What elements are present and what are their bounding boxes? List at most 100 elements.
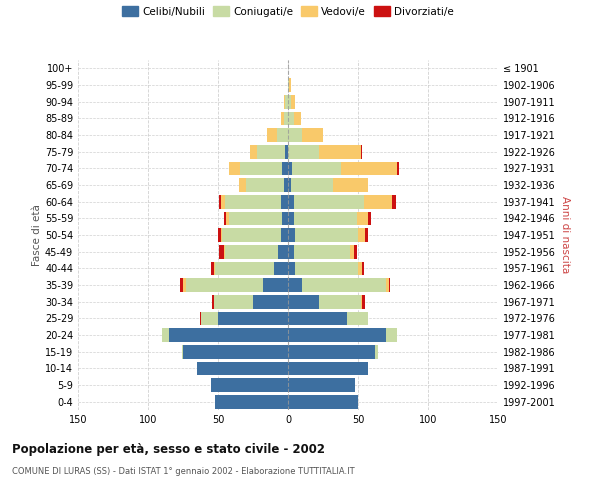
Bar (288, 245, 293, 258)
Bar (221, 228, 222, 242)
Bar (250, 145, 257, 158)
Bar (182, 345, 183, 358)
Bar (319, 295, 361, 308)
Bar (386, 328, 397, 342)
Bar (288, 295, 319, 308)
Bar (350, 245, 354, 258)
Bar (293, 212, 356, 225)
Bar (169, 328, 288, 342)
Bar (186, 278, 263, 292)
Bar (302, 278, 386, 292)
Bar (341, 162, 397, 175)
Bar (288, 195, 293, 208)
Bar (288, 278, 302, 292)
Bar (225, 245, 278, 258)
Bar (285, 95, 288, 108)
Bar (284, 178, 288, 192)
Bar (222, 228, 281, 242)
Text: Popolazione per età, sesso e stato civile - 2002: Popolazione per età, sesso e stato civil… (12, 442, 325, 456)
Bar (283, 212, 288, 225)
Bar (241, 162, 283, 175)
Bar (288, 95, 291, 108)
Bar (397, 162, 398, 175)
Bar (375, 345, 377, 358)
Bar (288, 262, 295, 275)
Bar (281, 112, 284, 125)
Bar (361, 295, 362, 308)
Y-axis label: Fasce di età: Fasce di età (32, 204, 42, 266)
Bar (212, 295, 214, 308)
Legend: Celibi/Nubili, Coniugati/e, Vedovi/e, Divorziati/e: Celibi/Nubili, Coniugati/e, Vedovi/e, Di… (118, 2, 458, 21)
Bar (288, 78, 289, 92)
Bar (274, 262, 288, 275)
Bar (358, 228, 365, 242)
Bar (226, 212, 229, 225)
Bar (214, 295, 253, 308)
Bar (362, 262, 364, 275)
Bar (211, 378, 288, 392)
Bar (288, 162, 292, 175)
Bar (229, 212, 283, 225)
Bar (368, 212, 371, 225)
Bar (283, 162, 288, 175)
Bar (224, 212, 226, 225)
Bar (267, 128, 277, 142)
Bar (354, 245, 356, 258)
Bar (215, 395, 288, 408)
Bar (356, 212, 368, 225)
Bar (361, 145, 362, 158)
Bar (289, 78, 291, 92)
Bar (221, 195, 225, 208)
Bar (386, 278, 389, 292)
Bar (293, 245, 350, 258)
Bar (302, 128, 323, 142)
Bar (295, 228, 358, 242)
Bar (288, 212, 293, 225)
Bar (293, 112, 301, 125)
Text: COMUNE DI LURAS (SS) - Dati ISTAT 1° gennaio 2002 - Elaborazione TUTTITALIA.IT: COMUNE DI LURAS (SS) - Dati ISTAT 1° gen… (12, 468, 355, 476)
Bar (278, 245, 288, 258)
Bar (288, 378, 355, 392)
Bar (292, 162, 341, 175)
Bar (284, 112, 288, 125)
Bar (281, 195, 288, 208)
Bar (295, 262, 358, 275)
Bar (333, 178, 368, 192)
Bar (288, 112, 293, 125)
Bar (229, 162, 241, 175)
Y-axis label: Anni di nascita: Anni di nascita (560, 196, 569, 274)
Bar (277, 128, 288, 142)
Bar (218, 228, 221, 242)
Bar (288, 395, 358, 408)
Bar (253, 295, 288, 308)
Bar (215, 262, 274, 275)
Bar (288, 145, 319, 158)
Bar (362, 295, 365, 308)
Bar (220, 245, 224, 258)
Bar (288, 312, 347, 325)
Bar (285, 145, 288, 158)
Bar (288, 345, 375, 358)
Bar (214, 262, 215, 275)
Bar (281, 228, 288, 242)
Bar (293, 195, 364, 208)
Bar (291, 95, 295, 108)
Bar (263, 278, 288, 292)
Bar (224, 245, 225, 258)
Bar (392, 195, 396, 208)
Bar (288, 362, 368, 375)
Bar (284, 95, 285, 108)
Bar (319, 145, 361, 158)
Bar (288, 128, 302, 142)
Bar (183, 278, 186, 292)
Bar (257, 145, 285, 158)
Bar (225, 195, 281, 208)
Bar (288, 178, 291, 192)
Bar (365, 228, 368, 242)
Bar (291, 178, 333, 192)
Bar (389, 278, 390, 292)
Bar (220, 195, 221, 208)
Bar (211, 262, 214, 275)
Bar (218, 312, 288, 325)
Bar (347, 312, 368, 325)
